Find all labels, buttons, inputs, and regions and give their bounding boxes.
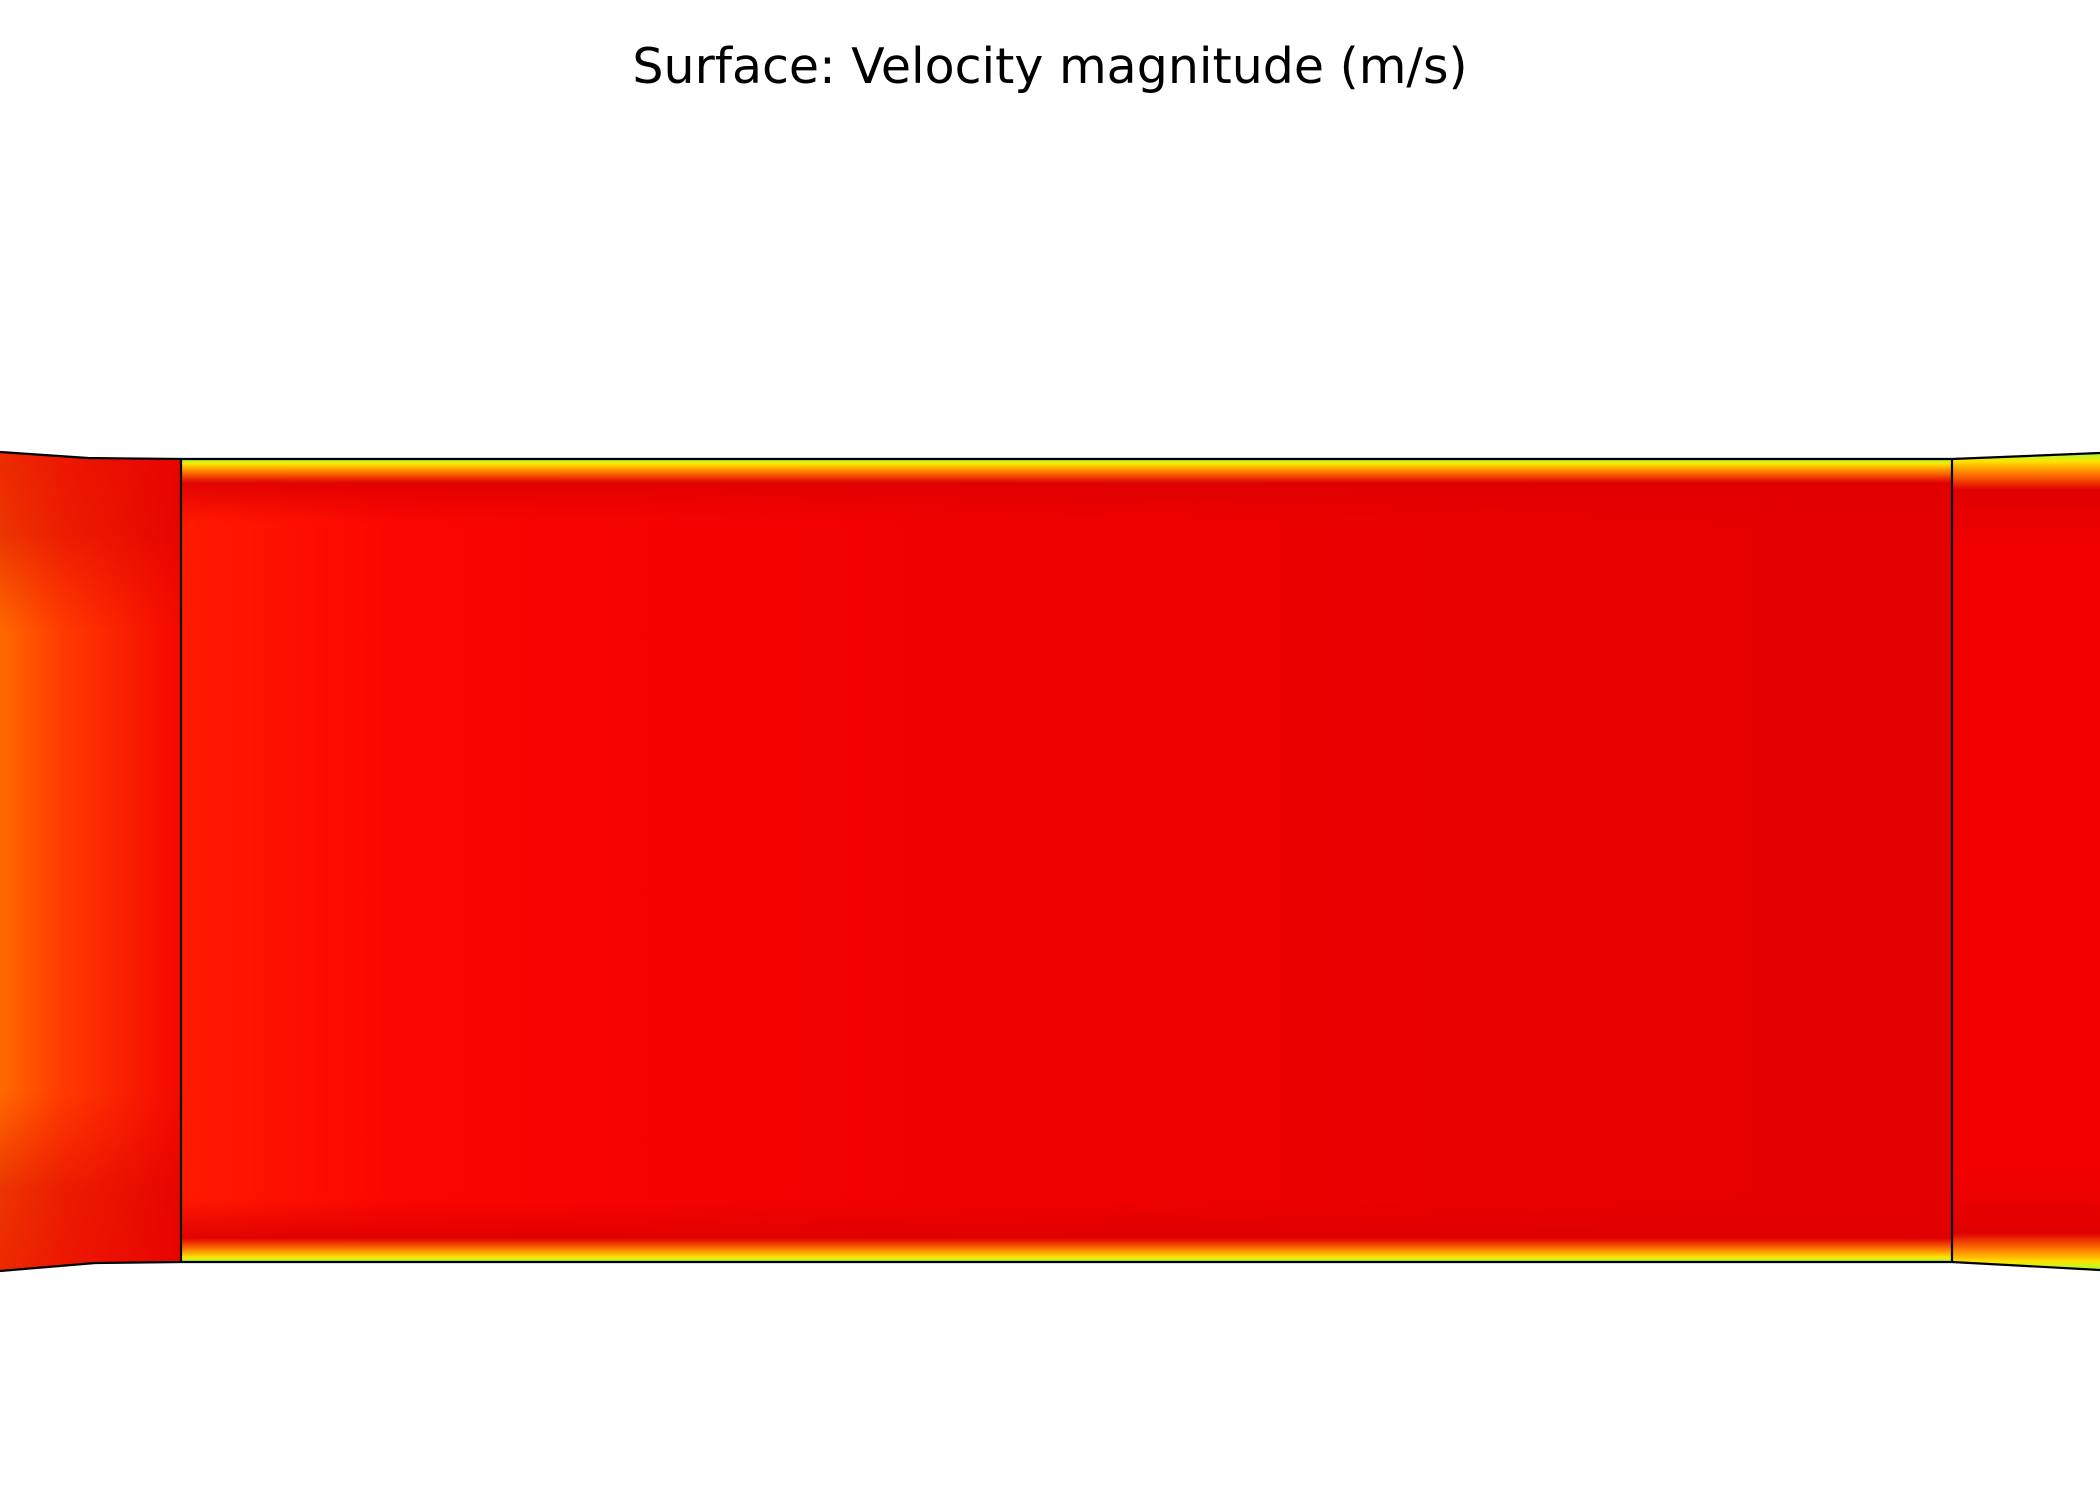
inlet-region — [0, 452, 181, 1271]
geometry-outline — [0, 450, 2100, 1273]
plot-title: Surface: Velocity magnitude (m/s) — [632, 38, 1468, 95]
main-channel-region — [181, 459, 1952, 1262]
outlet-region — [1952, 453, 2100, 1270]
